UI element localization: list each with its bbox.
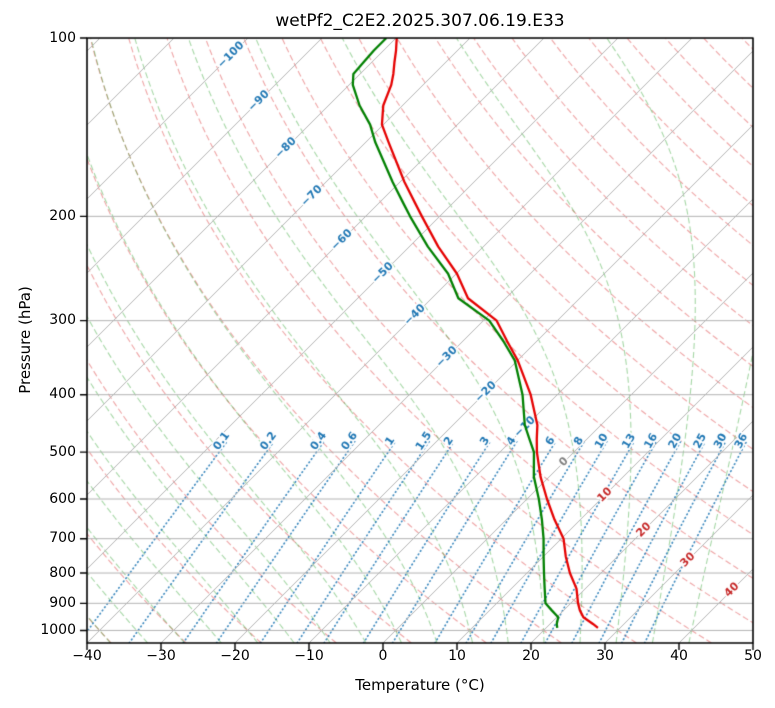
chart-title: wetPf2_C2E2.2025.307.06.19.E33	[275, 11, 565, 31]
x-tick-label: −10	[294, 648, 324, 664]
x-axis-title: Temperature (°C)	[355, 676, 485, 694]
x-tick-label: 40	[670, 648, 688, 664]
y-tick-label: 200	[49, 207, 76, 224]
y-tick-label: 400	[49, 386, 76, 403]
x-tick-label: 10	[448, 648, 466, 664]
x-tick-label: 20	[522, 648, 540, 664]
y-axis-title: Pressure (hPa)	[16, 286, 34, 394]
y-tick-label: 500	[49, 443, 76, 460]
y-tick-label: 100	[49, 29, 76, 46]
y-tick-label: 700	[49, 530, 76, 547]
y-tick-label: 800	[49, 564, 76, 581]
x-tick-label: −20	[220, 648, 250, 664]
y-tick-label: 300	[49, 312, 76, 329]
x-tick-label: 50	[744, 648, 762, 664]
y-tick-label: 1000	[40, 621, 76, 638]
x-tick-label: 0	[378, 648, 388, 664]
y-tick-label: 900	[49, 594, 76, 611]
x-tick-label: 30	[596, 648, 614, 664]
y-tick-label: 600	[49, 490, 76, 507]
x-tick-label: −30	[146, 648, 176, 664]
x-tick-label: −40	[72, 648, 102, 664]
